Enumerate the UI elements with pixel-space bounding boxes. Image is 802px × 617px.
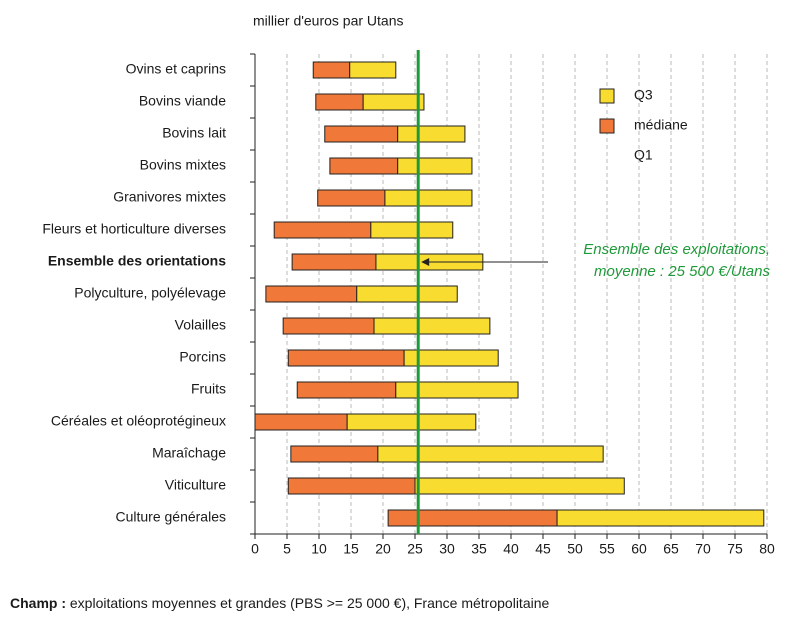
- category-label: Ovins et caprins: [126, 61, 226, 77]
- footnote-label: Champ :: [10, 595, 66, 611]
- category-label: Volailles: [175, 317, 226, 333]
- legend-swatch: [599, 118, 615, 134]
- x-tick-label: 55: [599, 541, 615, 557]
- x-tick-label: 10: [311, 541, 327, 557]
- bar-upper: [395, 381, 519, 399]
- bar-upper: [384, 189, 473, 207]
- bar-upper: [397, 125, 466, 143]
- x-tick-label: 75: [727, 541, 743, 557]
- category-label: Ensemble des orientations: [48, 253, 226, 269]
- legend-swatch: [599, 88, 615, 104]
- category-label: Viticulture: [165, 477, 226, 493]
- annotation: moyenne : 25 500 €/Utans: [594, 263, 770, 280]
- x-tick-label: 5: [283, 541, 291, 557]
- category-label: Granivores mixtes: [113, 189, 226, 205]
- bar-lower: [324, 125, 399, 143]
- legend-label: Q1: [634, 147, 653, 163]
- x-tick-label: 80: [759, 541, 775, 557]
- bar-upper: [346, 413, 477, 431]
- bar-lower: [329, 157, 399, 175]
- x-tick-label: 40: [503, 541, 519, 557]
- x-tick-label: 25: [407, 541, 423, 557]
- legend-label: médiane: [634, 117, 688, 133]
- bar-upper: [370, 221, 454, 239]
- footnote-text: exploitations moyennes et grandes (PBS >…: [70, 595, 550, 611]
- category-label: Maraîchage: [152, 445, 226, 461]
- bar-upper: [403, 349, 499, 367]
- arrow-head: [421, 258, 430, 266]
- bar-lower: [315, 93, 364, 111]
- category-label: Porcins: [179, 349, 226, 365]
- x-tick-label: 20: [375, 541, 391, 557]
- bar-lower: [265, 285, 358, 303]
- axis-label: millier d'euros par Utans: [253, 13, 404, 29]
- bar-upper: [377, 445, 604, 463]
- category-label: Bovins lait: [162, 125, 226, 141]
- bar-upper: [397, 157, 473, 175]
- category-label: Fruits: [191, 381, 226, 397]
- bar-lower: [387, 509, 558, 527]
- category-label: Bovins mixtes: [140, 157, 226, 173]
- bar-upper: [373, 317, 491, 335]
- x-tick-label: 15: [343, 541, 359, 557]
- legend-label: Q3: [634, 87, 653, 103]
- category-label: Céréales et oléoprotégineux: [51, 413, 226, 429]
- category-label: Polyculture, polyélevage: [74, 285, 226, 301]
- bar-upper: [414, 477, 625, 495]
- bar-lower: [273, 221, 372, 239]
- bar-lower: [282, 317, 375, 335]
- bar-lower: [312, 61, 351, 79]
- bar-lower: [290, 445, 379, 463]
- bar-lower: [296, 381, 397, 399]
- annotation: Ensemble des exploitations,: [583, 241, 770, 258]
- category-label: Culture générales: [115, 509, 226, 525]
- x-tick-label: 35: [471, 541, 487, 557]
- x-tick-label: 30: [439, 541, 455, 557]
- x-tick-label: 70: [695, 541, 711, 557]
- x-tick-label: 50: [567, 541, 583, 557]
- category-label: Fleurs et horticulture diverses: [42, 221, 226, 237]
- bar-lower: [317, 189, 386, 207]
- category-label: Bovins viande: [139, 93, 226, 109]
- x-tick-label: 65: [663, 541, 679, 557]
- bar-upper: [356, 285, 458, 303]
- x-tick-label: 60: [631, 541, 647, 557]
- bar-lower: [287, 477, 416, 495]
- bar-lower: [254, 413, 348, 431]
- bar-upper: [362, 93, 425, 111]
- x-tick-label: 45: [535, 541, 551, 557]
- bar-upper: [556, 509, 765, 527]
- bar-lower: [291, 253, 377, 271]
- bar-lower: [287, 349, 405, 367]
- bar-upper: [349, 61, 397, 79]
- footnote: Champ : exploitations moyennes et grande…: [10, 595, 549, 611]
- x-tick-label: 0: [251, 541, 259, 557]
